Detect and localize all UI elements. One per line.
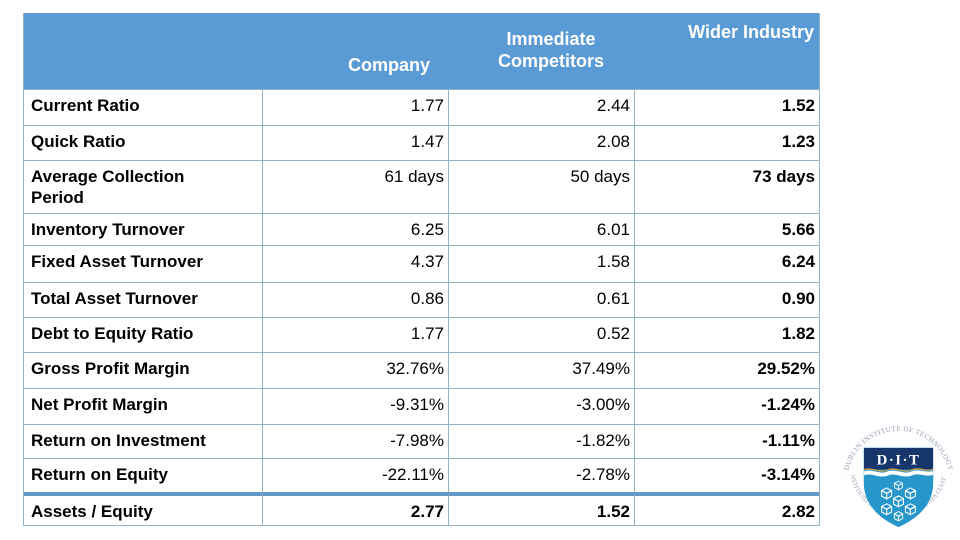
header-cell-metric <box>24 13 262 89</box>
table-row: Total Asset Turnover 0.86 0.61 0.90 <box>24 282 819 317</box>
value-competitors: 0.52 <box>448 317 634 352</box>
row-label: Average Collection Period <box>24 160 262 213</box>
financial-ratios-table: Company Immediate Competitors Wider Indu… <box>23 13 820 526</box>
table-row: Inventory Turnover 6.25 6.01 5.66 <box>24 213 819 245</box>
value-competitors: 2.44 <box>448 89 634 125</box>
value-industry: 2.82 <box>634 492 819 525</box>
value-industry: 1.23 <box>634 125 819 160</box>
logo-shield-monogram: D·I·T <box>877 453 921 469</box>
table-row: Return on Investment -7.98% -1.82% -1.11… <box>24 424 819 458</box>
value-company: 1.77 <box>262 89 448 125</box>
value-company: 6.25 <box>262 213 448 245</box>
value-company: -9.31% <box>262 388 448 424</box>
value-competitors: -1.82% <box>448 424 634 458</box>
table-row: Fixed Asset Turnover 4.37 1.58 6.24 <box>24 245 819 282</box>
value-company: 2.77 <box>262 492 448 525</box>
value-competitors: -3.00% <box>448 388 634 424</box>
table-row: Net Profit Margin -9.31% -3.00% -1.24% <box>24 388 819 424</box>
header-label-competitors: Immediate Competitors <box>497 29 604 71</box>
value-industry: -1.24% <box>634 388 819 424</box>
value-industry: 6.24 <box>634 245 819 282</box>
table-row: Gross Profit Margin 32.76% 37.49% 29.52% <box>24 352 819 388</box>
value-company: -7.98% <box>262 424 448 458</box>
table-row: Return on Equity -22.11% -2.78% -3.14% <box>24 458 819 492</box>
value-industry: 73 days <box>634 160 819 213</box>
header-label-industry: Wider Industry <box>688 22 814 42</box>
value-competitors: 37.49% <box>448 352 634 388</box>
table-row: Quick Ratio 1.47 2.08 1.23 <box>24 125 819 160</box>
value-industry: 29.52% <box>634 352 819 388</box>
value-industry: 5.66 <box>634 213 819 245</box>
dit-logo-seal: · DUBLIN INSTITUTE OF TECHNOLOGY · INSTI… <box>837 416 955 528</box>
value-company: 4.37 <box>262 245 448 282</box>
table-row-total: Assets / Equity 2.77 1.52 2.82 <box>24 492 819 525</box>
value-competitors: 2.08 <box>448 125 634 160</box>
table-row: Debt to Equity Ratio 1.77 0.52 1.82 <box>24 317 819 352</box>
row-label: Total Asset Turnover <box>24 282 262 317</box>
row-label: Current Ratio <box>24 89 262 125</box>
row-label: Fixed Asset Turnover <box>24 245 262 282</box>
value-company: 32.76% <box>262 352 448 388</box>
value-competitors: -2.78% <box>448 458 634 492</box>
value-company: 61 days <box>262 160 448 213</box>
header-cell-competitors: Immediate Competitors <box>448 13 634 89</box>
value-competitors: 1.58 <box>448 245 634 282</box>
row-label: Net Profit Margin <box>24 388 262 424</box>
row-label: Debt to Equity Ratio <box>24 317 262 352</box>
value-industry: 0.90 <box>634 282 819 317</box>
row-label: Quick Ratio <box>24 125 262 160</box>
value-competitors: 1.52 <box>448 492 634 525</box>
row-label: Gross Profit Margin <box>24 352 262 388</box>
row-label: Return on Equity <box>24 458 262 492</box>
value-company: -22.11% <box>262 458 448 492</box>
logo-shield: D·I·T <box>863 447 934 528</box>
value-company: 1.77 <box>262 317 448 352</box>
table-header-row: Company Immediate Competitors Wider Indu… <box>24 13 819 89</box>
row-label: Assets / Equity <box>24 492 262 525</box>
value-industry: -1.11% <box>634 424 819 458</box>
header-cell-company: Company <box>262 13 448 89</box>
value-company: 1.47 <box>262 125 448 160</box>
header-cell-industry: Wider Industry <box>634 13 819 89</box>
value-competitors: 0.61 <box>448 282 634 317</box>
value-competitors: 6.01 <box>448 213 634 245</box>
value-competitors: 50 days <box>448 160 634 213</box>
table-row: Current Ratio 1.77 2.44 1.52 <box>24 89 819 125</box>
row-label: Return on Investment <box>24 424 262 458</box>
value-industry: 1.82 <box>634 317 819 352</box>
table-row: Average Collection Period 61 days 50 day… <box>24 160 819 213</box>
value-industry: -3.14% <box>634 458 819 492</box>
header-label-company: Company <box>347 55 430 75</box>
row-label: Inventory Turnover <box>24 213 262 245</box>
dit-logo: · DUBLIN INSTITUTE OF TECHNOLOGY · INSTI… <box>837 416 958 539</box>
value-industry: 1.52 <box>634 89 819 125</box>
value-company: 0.86 <box>262 282 448 317</box>
